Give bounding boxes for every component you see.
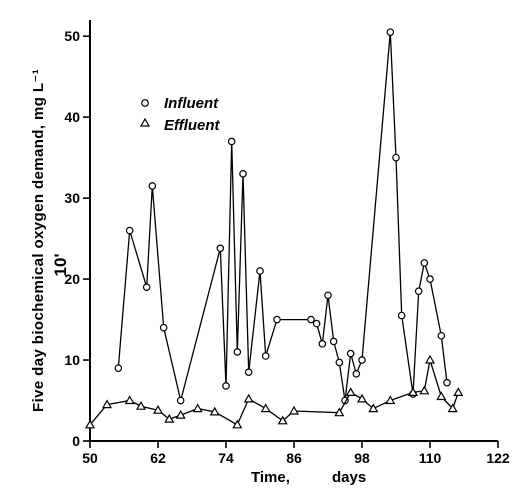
effluent-point — [277, 415, 288, 425]
y-axis-multiplier: 10' — [51, 254, 70, 277]
x-tick-label: 62 — [150, 450, 166, 466]
influent-point — [148, 182, 157, 190]
influent-point — [227, 137, 236, 146]
influent-point — [352, 370, 361, 378]
x-tick-label: 110 — [419, 450, 442, 466]
influent-point — [414, 287, 423, 296]
influent-point — [386, 28, 395, 36]
influent-point — [222, 382, 230, 390]
influent-point — [142, 283, 151, 291]
effluent-point — [192, 403, 203, 413]
influent-point — [233, 348, 242, 356]
y-tick-label: 10 — [64, 352, 80, 368]
influent-point — [437, 331, 446, 340]
influent-point — [335, 358, 344, 367]
influent-point — [239, 170, 247, 178]
x-axis-label-days: days — [332, 469, 366, 486]
effluent-point — [175, 409, 186, 419]
influent-point — [426, 275, 434, 283]
influent-point — [329, 337, 338, 346]
effluent-point — [334, 407, 345, 417]
legend-influent-label: Influent — [164, 95, 219, 112]
influent-point — [397, 311, 406, 320]
effluent-point — [124, 395, 135, 405]
x-tick-label: 74 — [218, 450, 234, 466]
x-tick-label: 122 — [486, 450, 510, 466]
influent-point — [420, 259, 429, 267]
effluent-point — [101, 399, 113, 409]
y-tick-label: 20 — [64, 271, 80, 287]
effluent-line — [89, 359, 459, 426]
y-tick-label: 0 — [72, 433, 80, 449]
influent-point — [244, 368, 253, 376]
y-tick-label: 30 — [64, 190, 80, 206]
effluent-point — [232, 419, 243, 429]
effluent-point — [407, 387, 419, 396]
y-axis-label: Five day biochemical oxygen demand, mg L… — [30, 69, 47, 412]
effluent-point — [345, 387, 356, 396]
axes — [89, 20, 498, 442]
series-layer — [84, 28, 464, 429]
effluent-point — [368, 403, 379, 413]
legend-effluent-marker — [139, 117, 151, 127]
y-tick-label: 50 — [64, 28, 80, 44]
influent-point — [307, 315, 315, 324]
x-tick-label: 86 — [286, 450, 302, 466]
influent-point — [125, 226, 134, 235]
effluent-point — [260, 403, 271, 413]
effluent-point — [84, 419, 96, 429]
effluent-point — [447, 403, 458, 413]
effluent-point — [209, 406, 220, 416]
effluent-point — [152, 404, 164, 414]
influent-point — [261, 352, 270, 360]
influent-point — [176, 396, 185, 405]
legend-influent-marker — [141, 99, 149, 107]
x-tick-label: 98 — [354, 450, 370, 466]
x-tick-label: 50 — [82, 450, 98, 466]
influent-point — [159, 323, 168, 332]
x-axis-label-time: Time, — [251, 469, 290, 486]
influent-point — [324, 291, 332, 300]
effluent-point — [288, 405, 300, 415]
influent-point — [114, 364, 123, 372]
influent-point — [392, 153, 400, 162]
influent-point — [216, 244, 225, 253]
y-tick-label: 40 — [64, 109, 80, 125]
effluent-point — [453, 387, 464, 396]
influent-point — [312, 319, 321, 328]
influent-point — [358, 356, 366, 364]
legend: Influent Effluent — [139, 95, 221, 134]
effluent-point — [135, 400, 147, 410]
effluent-point — [356, 393, 368, 403]
effluent-point — [385, 395, 396, 405]
effluent-point — [243, 393, 254, 403]
influent-point — [443, 378, 451, 387]
x-ticks: 50 62 74 86 98 110 122 — [82, 441, 510, 466]
legend-effluent-label: Effluent — [164, 117, 221, 134]
influent-point — [273, 315, 281, 324]
influent-point — [256, 267, 264, 275]
effluent-point — [424, 354, 436, 364]
effluent-point — [419, 385, 430, 395]
effluent-point — [164, 413, 175, 423]
effluent-point — [436, 391, 447, 401]
influent-point — [346, 349, 355, 358]
influent-point — [318, 340, 327, 348]
y-ticks: 0 10 20 30 40 50 — [64, 28, 90, 449]
influent-line — [117, 32, 448, 401]
